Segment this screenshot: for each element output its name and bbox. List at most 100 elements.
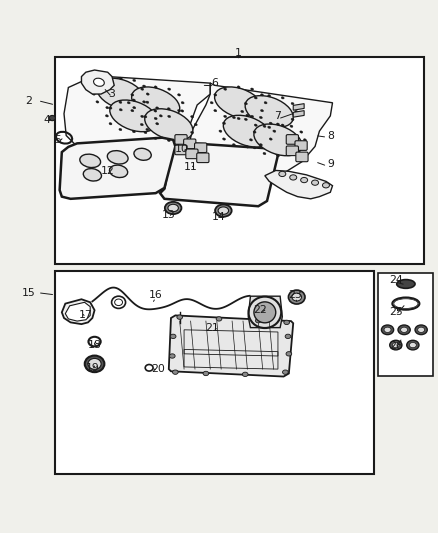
Ellipse shape <box>290 125 293 127</box>
Ellipse shape <box>133 107 136 109</box>
Ellipse shape <box>295 110 298 112</box>
Ellipse shape <box>215 87 263 119</box>
Ellipse shape <box>223 138 226 140</box>
Text: 25: 25 <box>389 308 403 317</box>
Ellipse shape <box>131 94 134 96</box>
Ellipse shape <box>173 370 178 374</box>
FancyBboxPatch shape <box>286 135 298 144</box>
Ellipse shape <box>242 372 248 376</box>
Ellipse shape <box>143 101 145 103</box>
Polygon shape <box>293 103 304 110</box>
Ellipse shape <box>291 102 294 105</box>
Ellipse shape <box>140 124 143 126</box>
Ellipse shape <box>154 137 157 140</box>
Ellipse shape <box>210 102 213 104</box>
Ellipse shape <box>154 117 157 120</box>
Ellipse shape <box>245 95 293 127</box>
Text: 13: 13 <box>162 210 176 220</box>
Ellipse shape <box>110 165 127 177</box>
Ellipse shape <box>119 109 122 111</box>
Ellipse shape <box>165 202 181 214</box>
FancyBboxPatch shape <box>197 153 209 163</box>
Ellipse shape <box>214 94 217 96</box>
Ellipse shape <box>132 131 135 133</box>
Ellipse shape <box>177 94 180 96</box>
Ellipse shape <box>92 93 95 95</box>
Text: 9: 9 <box>327 159 334 169</box>
Bar <box>378 273 433 376</box>
Ellipse shape <box>276 155 279 157</box>
Ellipse shape <box>273 130 276 132</box>
Ellipse shape <box>181 137 184 140</box>
Polygon shape <box>60 138 175 199</box>
Ellipse shape <box>141 115 144 118</box>
Ellipse shape <box>410 343 417 348</box>
Polygon shape <box>248 296 283 328</box>
Ellipse shape <box>254 302 276 323</box>
Polygon shape <box>65 302 90 321</box>
Ellipse shape <box>246 114 249 117</box>
Ellipse shape <box>110 100 158 132</box>
Ellipse shape <box>156 107 159 109</box>
Ellipse shape <box>244 118 247 120</box>
Ellipse shape <box>381 325 394 335</box>
Text: 8: 8 <box>327 131 334 141</box>
Ellipse shape <box>96 101 99 103</box>
Ellipse shape <box>132 99 135 101</box>
Ellipse shape <box>109 123 112 125</box>
Ellipse shape <box>167 139 170 142</box>
Ellipse shape <box>216 317 222 321</box>
Ellipse shape <box>276 123 279 125</box>
Ellipse shape <box>194 124 197 126</box>
Ellipse shape <box>407 340 419 350</box>
Polygon shape <box>293 111 304 117</box>
Ellipse shape <box>250 139 252 141</box>
Text: 23: 23 <box>289 290 302 300</box>
Ellipse shape <box>144 116 147 118</box>
Ellipse shape <box>133 79 136 82</box>
Text: 1: 1 <box>235 49 242 59</box>
Ellipse shape <box>269 122 272 124</box>
Text: 2: 2 <box>26 95 32 106</box>
Ellipse shape <box>284 320 290 325</box>
FancyBboxPatch shape <box>184 139 196 149</box>
Ellipse shape <box>144 131 147 134</box>
Ellipse shape <box>254 96 257 99</box>
Ellipse shape <box>146 101 149 103</box>
Ellipse shape <box>255 318 261 323</box>
Ellipse shape <box>288 290 305 304</box>
Text: 21: 21 <box>205 322 219 333</box>
Ellipse shape <box>159 115 162 117</box>
Text: 10: 10 <box>175 143 189 154</box>
FancyBboxPatch shape <box>175 135 187 144</box>
Ellipse shape <box>94 78 104 86</box>
Text: 24: 24 <box>389 274 403 285</box>
Ellipse shape <box>88 358 101 369</box>
Ellipse shape <box>156 123 159 125</box>
Text: 11: 11 <box>184 162 198 172</box>
Ellipse shape <box>107 151 128 164</box>
Text: 16: 16 <box>149 290 162 300</box>
Text: 3: 3 <box>109 89 116 99</box>
Ellipse shape <box>119 77 122 79</box>
Ellipse shape <box>237 86 240 88</box>
Ellipse shape <box>154 110 157 112</box>
Polygon shape <box>188 83 332 173</box>
Bar <box>55 271 374 474</box>
Polygon shape <box>81 70 114 94</box>
Ellipse shape <box>237 117 240 120</box>
Text: 18: 18 <box>88 340 102 350</box>
FancyBboxPatch shape <box>296 152 308 161</box>
Ellipse shape <box>181 102 184 104</box>
Ellipse shape <box>300 131 303 133</box>
Ellipse shape <box>300 147 303 149</box>
Ellipse shape <box>119 128 122 131</box>
Text: 14: 14 <box>212 212 226 222</box>
Ellipse shape <box>261 109 264 112</box>
Ellipse shape <box>106 79 109 82</box>
Text: 15: 15 <box>22 288 36 298</box>
Ellipse shape <box>97 78 145 110</box>
Ellipse shape <box>311 180 318 185</box>
Ellipse shape <box>168 115 171 118</box>
Ellipse shape <box>146 93 149 95</box>
